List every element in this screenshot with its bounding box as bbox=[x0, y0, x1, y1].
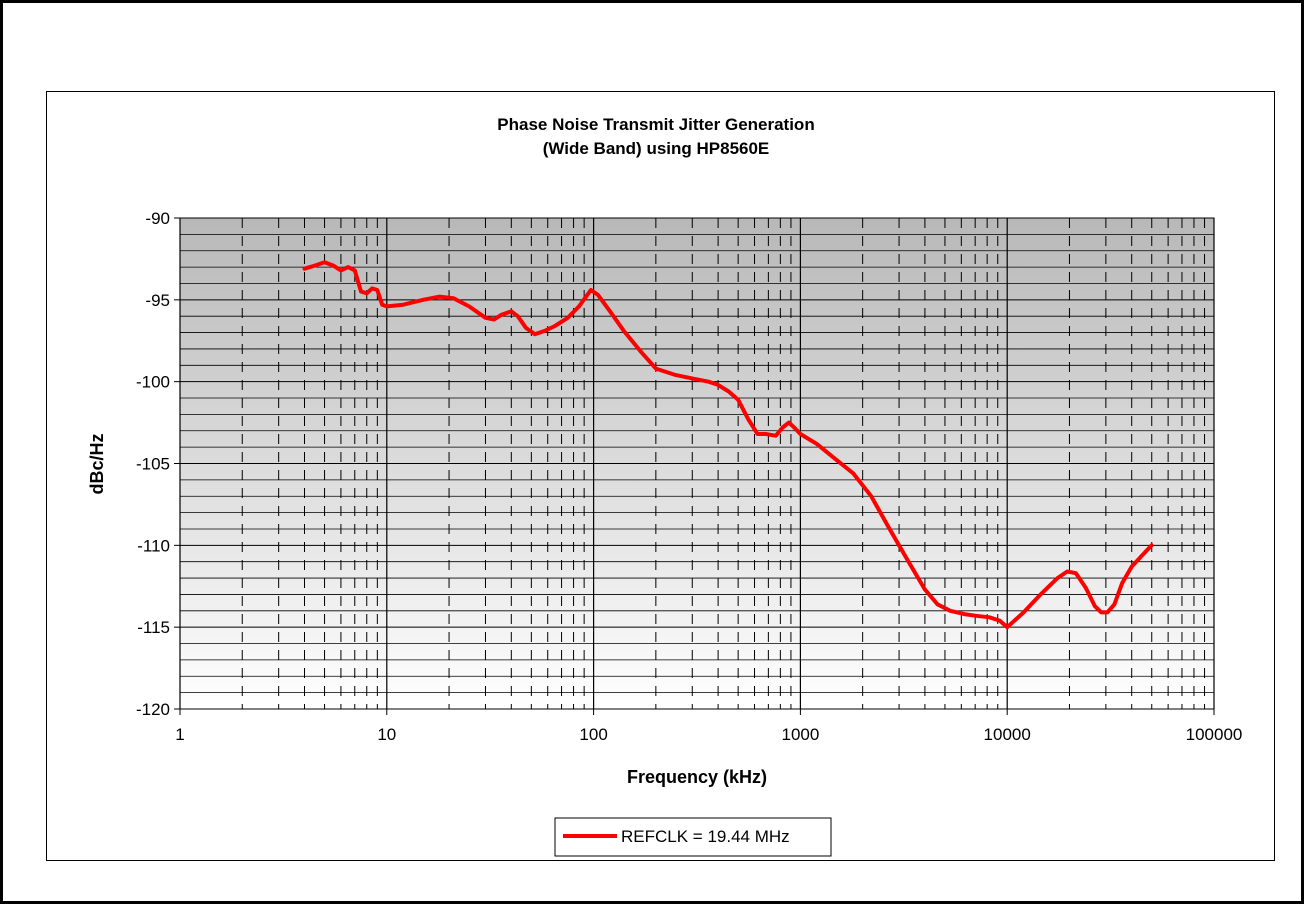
x-tick-label: 100 bbox=[579, 725, 607, 744]
legend: REFCLK = 19.44 MHz bbox=[554, 817, 832, 857]
legend-label: REFCLK = 19.44 MHz bbox=[621, 827, 790, 846]
x-axis-label: Frequency (kHz) bbox=[627, 767, 767, 787]
y-tick-label: -105 bbox=[136, 455, 170, 474]
phase-noise-chart: Phase Noise Transmit Jitter Generation (… bbox=[87, 115, 1242, 857]
chart-title-line-1: Phase Noise Transmit Jitter Generation bbox=[497, 115, 814, 134]
x-tick-label: 1 bbox=[175, 725, 184, 744]
x-tick-label: 1000 bbox=[781, 725, 819, 744]
x-axis-tick-labels: 1 10 100 1000 10000 100000 bbox=[175, 725, 1242, 744]
chart-frame: Phase Noise Transmit Jitter Generation (… bbox=[46, 91, 1275, 861]
y-tick-label: -115 bbox=[137, 618, 170, 637]
x-tick-label: 10000 bbox=[984, 725, 1031, 744]
y-tick-label: -90 bbox=[145, 209, 170, 228]
series-line-refclk bbox=[302, 260, 1154, 630]
x-tick-label: 100000 bbox=[1186, 725, 1243, 744]
grid-lines bbox=[174, 217, 1215, 715]
chart-title-line-2: (Wide Band) using HP8560E bbox=[543, 139, 770, 158]
y-tick-label: -120 bbox=[136, 700, 170, 719]
y-tick-label: -110 bbox=[137, 536, 170, 555]
y-axis-label: dBc/Hz bbox=[87, 433, 107, 494]
y-axis-tick-labels: -90 -95 -100 -105 -110 -115 -120 bbox=[136, 209, 170, 719]
x-tick-label: 10 bbox=[377, 725, 396, 744]
y-tick-label: -100 bbox=[136, 373, 170, 392]
y-tick-label: -95 bbox=[145, 291, 170, 310]
